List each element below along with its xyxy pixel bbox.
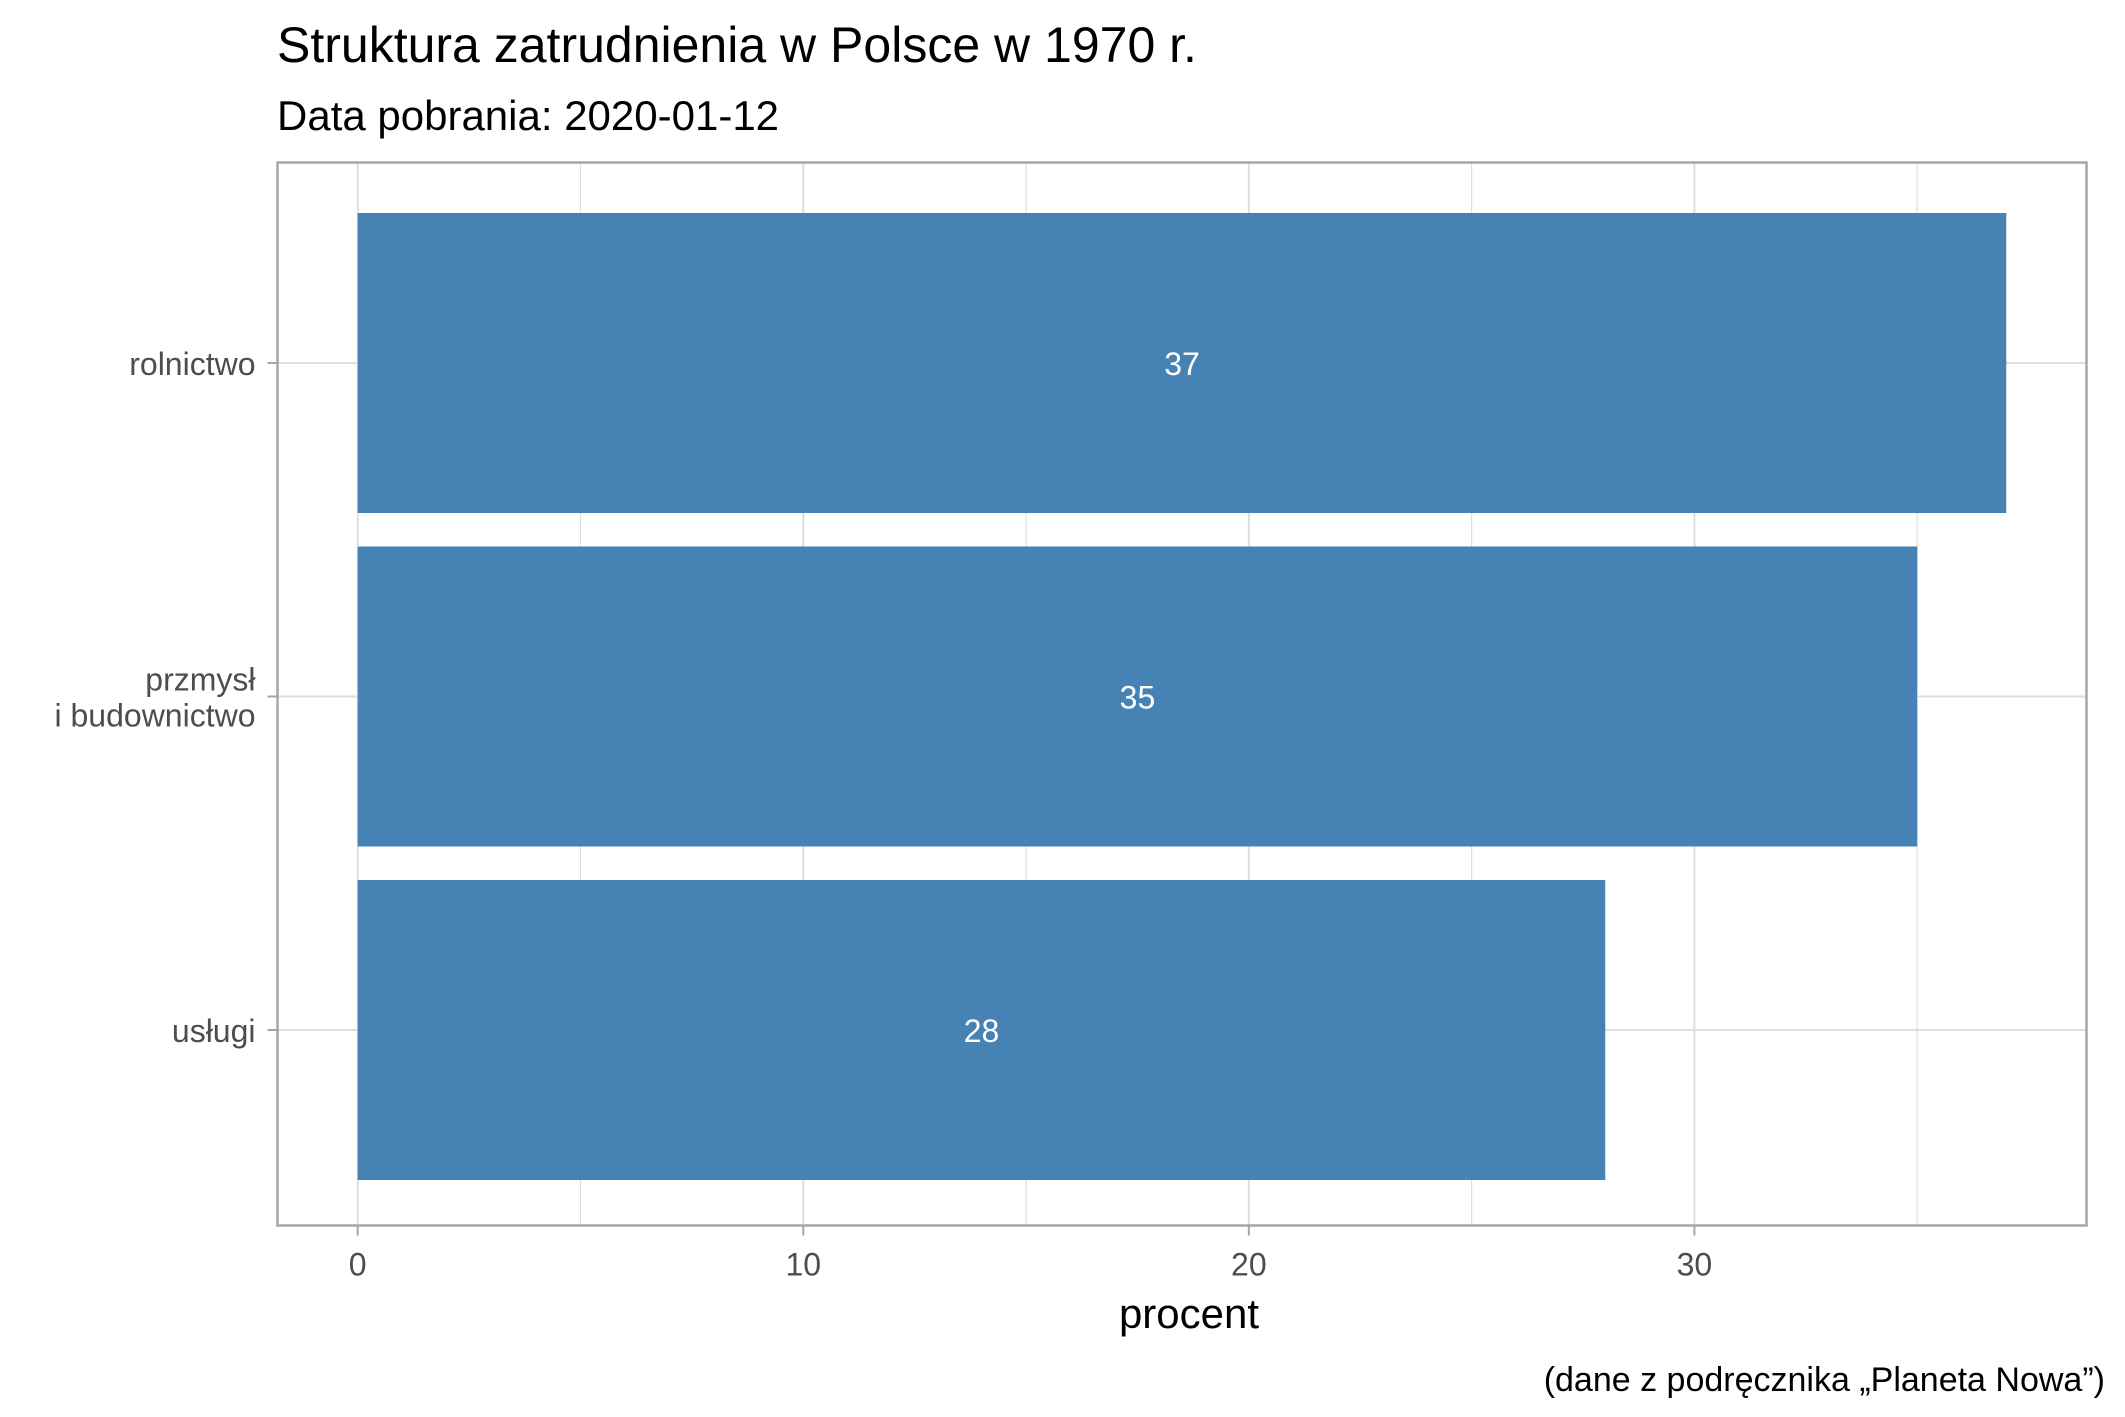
bar-value-label: 35 <box>1120 680 1156 716</box>
bar <box>357 546 1918 847</box>
bars <box>357 213 2007 1180</box>
chart-subtitle: Data pobrania: 2020-01-12 <box>277 92 779 139</box>
x-tick-label: 10 <box>785 1247 821 1283</box>
bar <box>357 880 1606 1180</box>
x-tick-label: 0 <box>349 1247 367 1283</box>
bar <box>357 213 2007 513</box>
y-axis: rolnictwo przmysł i budownictwo usługi <box>55 346 278 1049</box>
bar-value-label: 37 <box>1164 346 1200 382</box>
bar-value-label: 28 <box>964 1013 1000 1049</box>
x-tick-label: 20 <box>1231 1247 1267 1283</box>
y-tick-label: usługi <box>172 1013 256 1049</box>
panel-border <box>276 161 2088 1227</box>
x-axis-title: procent <box>1119 1290 1259 1337</box>
chart-caption: (dane z podręcznika „Planeta Nowa”) <box>1544 1361 2105 1399</box>
x-axis: 0 10 20 30 <box>349 1225 1713 1283</box>
y-tick-label: przmysł i budownictwo <box>55 662 256 734</box>
x-tick-label: 30 <box>1677 1247 1713 1283</box>
chart-title: Struktura zatrudnienia w Polsce w 1970 r… <box>277 17 1197 73</box>
y-tick-label: rolnictwo <box>129 346 255 382</box>
bar-labels: 37 35 28 <box>964 346 1200 1049</box>
